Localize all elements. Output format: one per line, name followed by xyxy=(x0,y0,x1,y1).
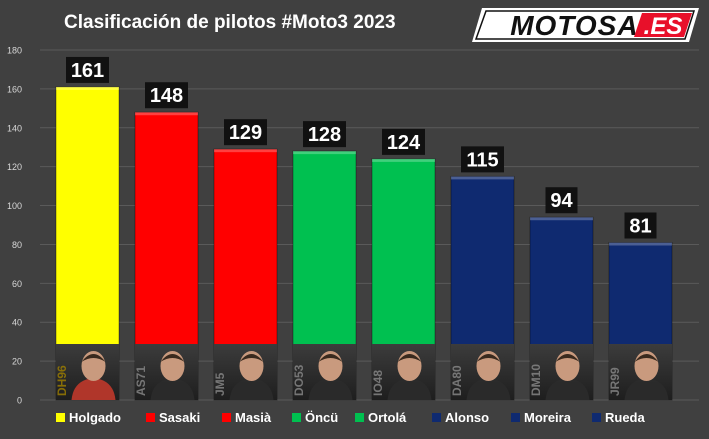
rider-photo: DM10 xyxy=(529,344,593,400)
data-label: 94 xyxy=(550,190,573,212)
bar-highlight xyxy=(372,158,435,162)
data-label-box xyxy=(303,121,346,148)
data-label: 81 xyxy=(629,216,651,238)
rider-photo: DO53 xyxy=(292,344,356,400)
rider-number: JR99 xyxy=(608,367,622,396)
data-label-box xyxy=(382,128,425,155)
bar-highlight xyxy=(530,217,593,221)
legend-swatch xyxy=(592,413,601,422)
legend-label: Ortolá xyxy=(368,410,407,425)
rider-number: DO53 xyxy=(292,364,306,396)
bar-highlight xyxy=(214,149,277,153)
rider-number: DM10 xyxy=(529,364,543,396)
chart-title: Clasificación de pilotos #Moto3 2023 xyxy=(64,12,396,33)
y-tick-label: 100 xyxy=(7,201,22,211)
bar-highlight xyxy=(451,176,514,180)
legend-label: Alonso xyxy=(445,410,489,425)
data-label-box xyxy=(624,212,657,239)
y-tick-label: 40 xyxy=(12,318,22,328)
y-tick-label: 120 xyxy=(7,162,22,172)
bar-highlight xyxy=(56,86,119,90)
rider-photo: IO48 xyxy=(371,344,435,400)
legend-swatch xyxy=(511,413,520,422)
rider-photo: DH96 xyxy=(55,344,119,400)
y-tick-label: 180 xyxy=(7,46,22,56)
data-label-box xyxy=(224,119,267,146)
legend-label: Öncü xyxy=(305,410,338,425)
rider-photo: DA80 xyxy=(450,344,514,400)
rider-number: DH96 xyxy=(55,365,69,396)
data-label-box xyxy=(461,146,504,173)
y-tick-label: 20 xyxy=(12,357,22,367)
legend-label: Masià xyxy=(235,410,272,425)
y-tick-label: 60 xyxy=(12,279,22,289)
legend-label: Rueda xyxy=(605,410,646,425)
bar-highlight xyxy=(293,151,356,155)
legend-swatch xyxy=(56,413,65,422)
bar-highlight xyxy=(135,112,198,116)
data-label: 115 xyxy=(466,149,498,171)
data-label-box xyxy=(66,56,109,83)
data-label-box xyxy=(545,187,578,214)
rider-number: IO48 xyxy=(371,370,385,396)
y-tick-label: 140 xyxy=(7,123,22,133)
data-label: 148 xyxy=(150,85,183,107)
y-tick-label: 0 xyxy=(17,396,22,406)
legend-swatch xyxy=(292,413,301,422)
data-label: 129 xyxy=(229,122,262,144)
svg-text:MOTOSAN: MOTOSAN xyxy=(510,10,660,41)
legend-swatch xyxy=(222,413,231,422)
motosan-logo: MOTOSAN .ES xyxy=(472,8,699,42)
legend-label: Moreira xyxy=(524,410,572,425)
legend-swatch xyxy=(146,413,155,422)
legend-label: Holgado xyxy=(69,410,121,425)
rider-number: JM5 xyxy=(213,372,227,396)
legend-label: Sasaki xyxy=(159,410,200,425)
data-label: 128 xyxy=(308,124,341,146)
y-tick-label: 160 xyxy=(7,84,22,94)
rider-number: AS71 xyxy=(134,366,148,396)
data-label: 124 xyxy=(387,132,421,154)
data-label-box xyxy=(145,82,188,109)
bar-highlight xyxy=(609,242,672,246)
rider-number: DA80 xyxy=(450,365,464,396)
legend-swatch xyxy=(355,413,364,422)
rider-photo: JM5 xyxy=(213,344,277,400)
data-label: 161 xyxy=(71,60,104,82)
legend-swatch xyxy=(432,413,441,422)
rider-photo: JR99 xyxy=(608,344,672,400)
rider-photo: AS71 xyxy=(134,344,198,400)
y-tick-label: 80 xyxy=(12,240,22,250)
svg-text:.ES: .ES xyxy=(644,13,683,40)
